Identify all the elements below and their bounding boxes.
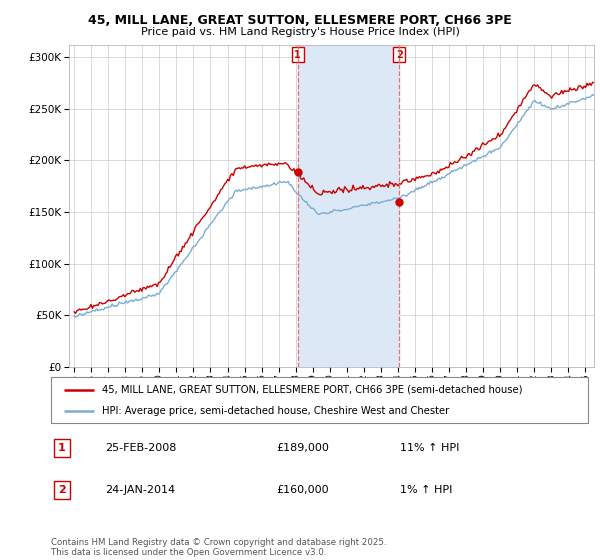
Text: 1% ↑ HPI: 1% ↑ HPI <box>400 485 452 495</box>
Text: HPI: Average price, semi-detached house, Cheshire West and Chester: HPI: Average price, semi-detached house,… <box>102 406 449 416</box>
Text: Contains HM Land Registry data © Crown copyright and database right 2025.
This d: Contains HM Land Registry data © Crown c… <box>51 538 386 557</box>
Text: 1: 1 <box>295 50 301 59</box>
Text: 45, MILL LANE, GREAT SUTTON, ELLESMERE PORT, CH66 3PE: 45, MILL LANE, GREAT SUTTON, ELLESMERE P… <box>88 14 512 27</box>
Text: 2: 2 <box>58 485 65 495</box>
Text: 25-FEB-2008: 25-FEB-2008 <box>105 443 176 453</box>
Text: Price paid vs. HM Land Registry's House Price Index (HPI): Price paid vs. HM Land Registry's House … <box>140 27 460 37</box>
Text: 45, MILL LANE, GREAT SUTTON, ELLESMERE PORT, CH66 3PE (semi-detached house): 45, MILL LANE, GREAT SUTTON, ELLESMERE P… <box>102 385 523 395</box>
Text: £189,000: £189,000 <box>277 443 329 453</box>
Text: 11% ↑ HPI: 11% ↑ HPI <box>400 443 460 453</box>
Text: 2: 2 <box>396 50 403 59</box>
Text: £160,000: £160,000 <box>277 485 329 495</box>
FancyBboxPatch shape <box>51 377 588 423</box>
Text: 24-JAN-2014: 24-JAN-2014 <box>105 485 175 495</box>
Text: 1: 1 <box>58 443 65 453</box>
Bar <box>298 45 399 367</box>
